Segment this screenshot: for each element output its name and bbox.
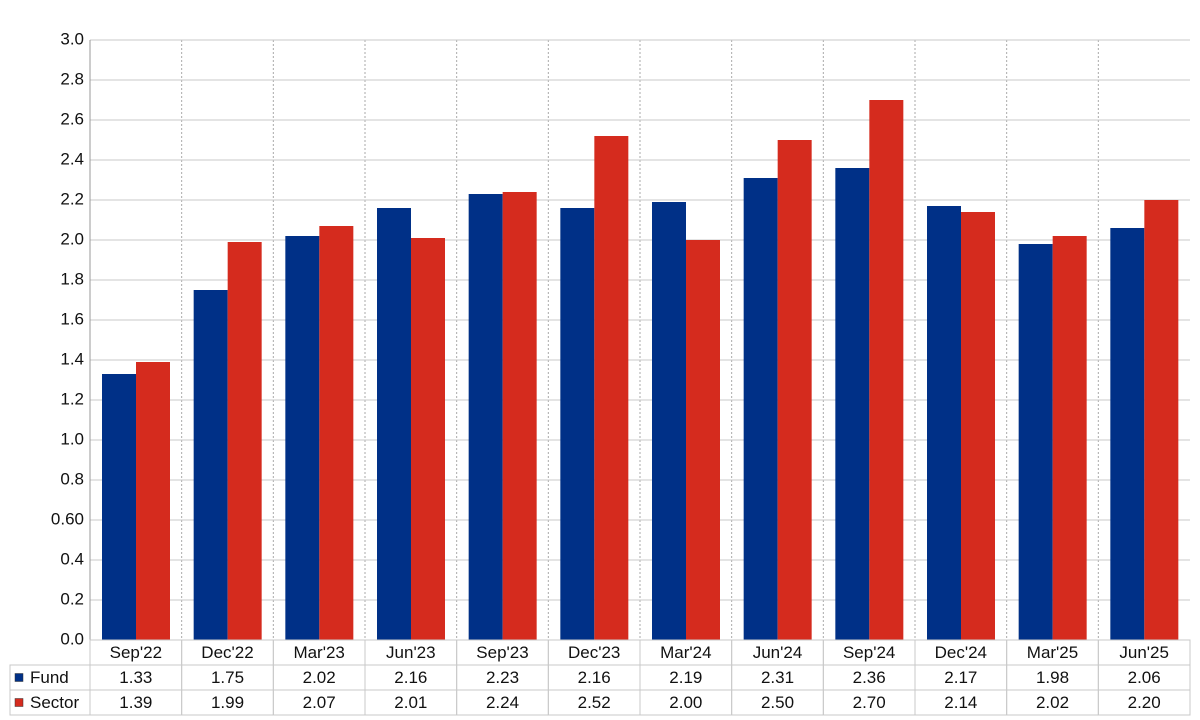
table-value: 2.14	[944, 693, 977, 712]
legend-swatch	[14, 698, 24, 707]
y-tick-label: 2.8	[60, 69, 84, 88]
bar	[1018, 244, 1053, 640]
table-value: 1.39	[119, 693, 152, 712]
y-tick-label: 2.4	[60, 149, 84, 168]
table-cell	[9, 689, 91, 716]
x-tick-label: Jun'25	[1119, 643, 1169, 662]
y-tick-label: 2.2	[60, 189, 84, 208]
x-tick-label: Sep'24	[843, 643, 895, 662]
bar	[502, 192, 537, 640]
x-tick-label: Dec'23	[568, 643, 620, 662]
y-tick-label: 3.0	[60, 29, 84, 48]
x-tick-label: Jun'23	[386, 643, 436, 662]
bar	[686, 240, 720, 640]
y-tick-label: 1.6	[60, 309, 84, 328]
bar	[136, 362, 170, 640]
y-tick-label: 1.4	[60, 349, 84, 368]
table-value: 2.00	[669, 693, 702, 712]
bar	[1144, 200, 1179, 640]
y-tick-label: 0.0	[60, 629, 84, 648]
bar	[869, 100, 904, 640]
bar	[193, 290, 228, 640]
y-tick-label: 1.8	[60, 269, 84, 288]
table-value: 2.19	[669, 668, 702, 687]
table-value: 2.06	[1128, 668, 1161, 687]
bar	[227, 242, 262, 640]
table-value: 1.75	[211, 668, 244, 687]
bar	[743, 178, 778, 640]
x-tick-label: Dec'22	[201, 643, 253, 662]
bar	[777, 140, 812, 640]
table-value: 2.02	[303, 668, 336, 687]
y-tick-label: 2.0	[60, 229, 84, 248]
bar	[835, 168, 870, 640]
bar	[961, 212, 995, 640]
bar	[102, 374, 136, 640]
x-tick-label: Sep'22	[110, 643, 162, 662]
bar	[411, 238, 445, 640]
bar	[927, 206, 961, 640]
bar	[377, 208, 411, 640]
table-value: 2.16	[578, 668, 611, 687]
table-value: 2.70	[853, 693, 886, 712]
table-value: 1.33	[119, 668, 152, 687]
bar	[1052, 236, 1087, 640]
bar	[319, 226, 354, 640]
table-value: 2.31	[761, 668, 794, 687]
table-value: 2.23	[486, 668, 519, 687]
table-value: 2.17	[944, 668, 977, 687]
bar	[652, 202, 686, 640]
table-value: 2.02	[1036, 693, 1069, 712]
legend-swatch	[14, 673, 24, 682]
table-value: 2.24	[486, 693, 519, 712]
table-value: 2.50	[761, 693, 794, 712]
x-tick-label: Mar'23	[293, 643, 344, 662]
x-tick-label: Mar'25	[1027, 643, 1078, 662]
y-tick-label: 0.8	[60, 469, 84, 488]
bar	[594, 136, 629, 640]
table-value: 2.16	[394, 668, 427, 687]
x-tick-label: Jun'24	[753, 643, 803, 662]
y-tick-label: 0.2	[60, 589, 84, 608]
table-value: 2.52	[578, 693, 611, 712]
x-tick-label: Dec'24	[935, 643, 987, 662]
x-tick-label: Mar'24	[660, 643, 711, 662]
bar	[468, 194, 503, 640]
legend-label: Sector	[30, 693, 79, 712]
table-value: 1.99	[211, 693, 244, 712]
table-value: 2.20	[1128, 693, 1161, 712]
y-tick-label: 1.2	[60, 389, 84, 408]
legend-label: Fund	[30, 668, 69, 687]
y-tick-label: 2.6	[60, 109, 84, 128]
table-value: 1.98	[1036, 668, 1069, 687]
table-value: 2.36	[853, 668, 886, 687]
y-tick-label: 0.60	[51, 509, 84, 528]
table-value: 2.01	[394, 693, 427, 712]
x-tick-label: Sep'23	[476, 643, 528, 662]
bar	[1110, 228, 1145, 640]
table-value: 2.07	[303, 693, 336, 712]
table-cell	[1097, 689, 1191, 716]
y-tick-label: 0.4	[60, 549, 84, 568]
y-tick-label: 1.0	[60, 429, 84, 448]
bar	[285, 236, 320, 640]
bar	[560, 208, 595, 640]
